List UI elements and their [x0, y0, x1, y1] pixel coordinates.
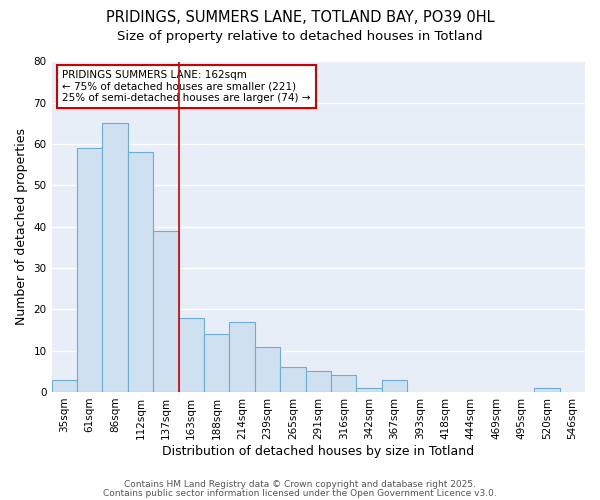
Y-axis label: Number of detached properties: Number of detached properties	[15, 128, 28, 325]
Text: Contains public sector information licensed under the Open Government Licence v3: Contains public sector information licen…	[103, 488, 497, 498]
Bar	[280, 367, 305, 392]
Bar	[52, 380, 77, 392]
Bar	[103, 124, 128, 392]
Bar	[331, 376, 356, 392]
Text: Contains HM Land Registry data © Crown copyright and database right 2025.: Contains HM Land Registry data © Crown c…	[124, 480, 476, 489]
Bar	[356, 388, 382, 392]
Bar	[179, 318, 204, 392]
Bar	[128, 152, 153, 392]
Bar	[229, 322, 255, 392]
Bar	[305, 372, 331, 392]
Bar	[204, 334, 229, 392]
Bar	[255, 346, 280, 392]
Bar	[534, 388, 560, 392]
Bar	[77, 148, 103, 392]
Text: PRIDINGS SUMMERS LANE: 162sqm
← 75% of detached houses are smaller (221)
25% of : PRIDINGS SUMMERS LANE: 162sqm ← 75% of d…	[62, 70, 311, 103]
X-axis label: Distribution of detached houses by size in Totland: Distribution of detached houses by size …	[162, 444, 475, 458]
Text: PRIDINGS, SUMMERS LANE, TOTLAND BAY, PO39 0HL: PRIDINGS, SUMMERS LANE, TOTLAND BAY, PO3…	[106, 10, 494, 25]
Bar	[382, 380, 407, 392]
Bar	[153, 231, 179, 392]
Text: Size of property relative to detached houses in Totland: Size of property relative to detached ho…	[117, 30, 483, 43]
